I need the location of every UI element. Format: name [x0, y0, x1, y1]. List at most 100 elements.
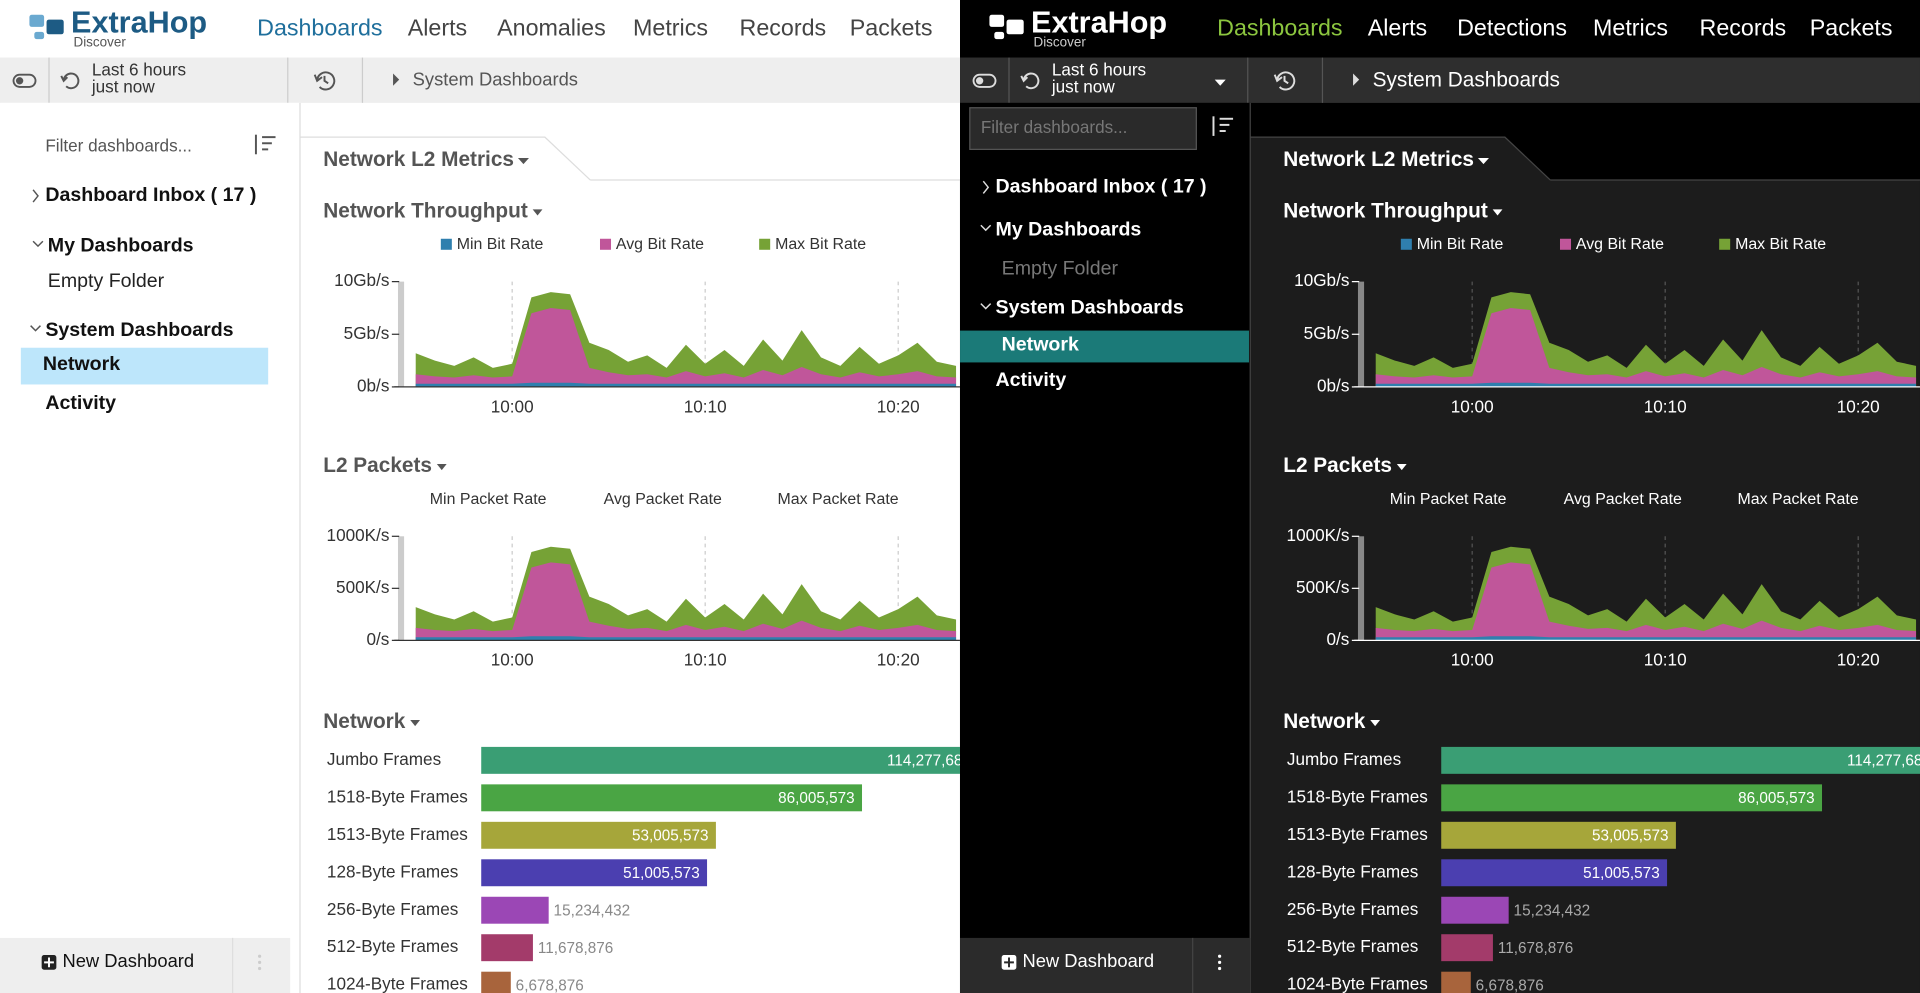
chart-title[interactable]: Network — [323, 710, 405, 733]
nav-item[interactable]: Records — [740, 15, 827, 41]
legend-label[interactable]: Max Bit Rate — [775, 236, 866, 253]
sidebar-item[interactable]: Empty Folder — [48, 270, 165, 292]
logo-mark — [34, 31, 45, 40]
nav-item[interactable]: Dashboards — [257, 15, 382, 41]
more-menu[interactable] — [258, 960, 262, 964]
time-range[interactable]: Last 6 hours — [1052, 60, 1146, 80]
chart-title[interactable]: Network — [1283, 710, 1365, 733]
chart-title[interactable]: L2 Packets — [1283, 454, 1392, 477]
bar-category: Jumbo Frames — [327, 749, 441, 769]
sidebar-item[interactable]: Network — [1002, 333, 1079, 355]
bar-value-label: 114,277,68 — [1847, 753, 1920, 770]
bar-value-label: 51,005,573 — [623, 865, 700, 882]
more-menu[interactable] — [1218, 960, 1222, 964]
sidebar-folder[interactable]: Dashboard Inbox ( 17 ) — [996, 176, 1207, 198]
history-icon[interactable] — [313, 71, 336, 91]
theme-toggle[interactable] — [12, 73, 37, 88]
nav-item[interactable]: Anomalies — [497, 15, 606, 41]
legend-swatch — [1559, 238, 1572, 250]
theme-toggle-knob — [975, 77, 984, 85]
y-tick-label: 5Gb/s — [1304, 323, 1350, 343]
sidebar-item[interactable]: Activity — [45, 392, 116, 414]
legend-label[interactable]: Max Packet Rate — [778, 491, 899, 508]
legend-label[interactable]: Avg Packet Rate — [1564, 491, 1682, 508]
nav-item[interactable]: Packets — [1810, 15, 1893, 41]
y-tick-label: 10Gb/s — [334, 270, 389, 290]
legend-label[interactable]: Min Bit Rate — [1417, 236, 1504, 253]
bar — [1441, 971, 1471, 993]
legend-label[interactable]: Avg Packet Rate — [604, 491, 722, 508]
dashboard-title[interactable]: Network L2 Metrics — [1283, 148, 1474, 171]
bar-category: 256-Byte Frames — [327, 899, 458, 919]
time-dropdown[interactable] — [1214, 79, 1226, 86]
time-range[interactable]: Last 6 hours — [92, 60, 186, 80]
bar-value-label: 11,678,876 — [1498, 940, 1573, 957]
legend-label[interactable]: Avg Bit Rate — [1576, 236, 1664, 253]
nav-item[interactable]: Dashboards — [1217, 15, 1342, 41]
bar — [1441, 934, 1493, 962]
history-icon[interactable] — [1273, 71, 1296, 91]
nav-item[interactable]: Metrics — [633, 15, 708, 41]
logo-text: ExtraHop — [1031, 6, 1167, 40]
x-tick-label: 10:00 — [491, 650, 534, 670]
filter-input[interactable]: Filter dashboards... — [981, 117, 1128, 137]
sidebar-folder[interactable]: System Dashboards — [996, 297, 1184, 319]
more-menu[interactable] — [258, 954, 262, 958]
bar-value-label: 53,005,573 — [632, 828, 709, 845]
nav-item[interactable]: Records — [1700, 15, 1787, 41]
bar-category: 512-Byte Frames — [327, 936, 458, 956]
sidebar-item[interactable]: Activity — [996, 369, 1067, 391]
x-tick-label: 10:00 — [491, 396, 534, 416]
sidebar-item[interactable]: Network — [43, 353, 120, 375]
legend-label[interactable]: Max Bit Rate — [1735, 236, 1826, 253]
legend-label[interactable]: Min Bit Rate — [457, 236, 544, 253]
nav-item[interactable]: Packets — [850, 15, 933, 41]
area-series — [415, 636, 957, 641]
bar-value-label: 15,234,432 — [1514, 903, 1591, 920]
more-menu[interactable] — [258, 966, 262, 971]
y-tick-label: 1000K/s — [1287, 525, 1350, 545]
breadcrumb-arrow — [393, 73, 400, 86]
filter-input[interactable]: Filter dashboards... — [45, 135, 192, 155]
chart-title[interactable]: L2 Packets — [323, 454, 432, 477]
bar — [1441, 859, 1668, 887]
bar — [1441, 746, 1920, 774]
dashboard-title[interactable]: Network L2 Metrics — [323, 148, 514, 171]
nav-item[interactable]: Alerts — [1368, 15, 1427, 41]
sidebar-folder[interactable]: System Dashboards — [45, 319, 233, 341]
title-caret — [517, 157, 529, 165]
bar-category: Jumbo Frames — [1287, 749, 1401, 769]
x-tick-label: 10:20 — [877, 650, 920, 670]
sidebar-folder[interactable]: Dashboard Inbox ( 17 ) — [45, 184, 256, 206]
theme-toggle-knob — [15, 77, 24, 85]
sidebar-folder[interactable]: My Dashboards — [48, 234, 194, 256]
more-menu[interactable] — [1218, 966, 1222, 971]
more-menu[interactable] — [1218, 954, 1222, 958]
nav-item[interactable]: Metrics — [1593, 15, 1668, 41]
legend-label[interactable]: Min Packet Rate — [1390, 491, 1507, 508]
legend-swatch — [759, 238, 771, 250]
breadcrumb[interactable]: System Dashboards — [413, 69, 578, 90]
refresh-icon[interactable] — [1020, 72, 1040, 90]
legend-label[interactable]: Min Packet Rate — [430, 491, 547, 508]
chart-caret — [410, 719, 421, 727]
new-dashboard-button[interactable]: New Dashboard — [1022, 950, 1154, 971]
legend-label[interactable]: Max Packet Rate — [1738, 491, 1859, 508]
chart-title[interactable]: Network Throughput — [1283, 199, 1488, 222]
breadcrumb[interactable]: System Dashboards — [1373, 68, 1560, 91]
theme-toggle[interactable] — [972, 73, 997, 88]
refresh-icon[interactable] — [60, 72, 80, 90]
y-tick-label: 500K/s — [336, 577, 389, 597]
sidebar-item[interactable]: Empty Folder — [1002, 258, 1119, 280]
chart-title[interactable]: Network Throughput — [323, 199, 528, 222]
nav-item[interactable]: Detections — [1457, 15, 1567, 41]
sidebar — [0, 102, 301, 993]
chevron — [30, 325, 41, 332]
new-dashboard-button[interactable]: New Dashboard — [62, 950, 194, 971]
nav-item[interactable]: Alerts — [408, 15, 467, 41]
sidebar-folder[interactable]: My Dashboards — [996, 218, 1142, 240]
legend-label[interactable]: Avg Bit Rate — [616, 236, 704, 253]
